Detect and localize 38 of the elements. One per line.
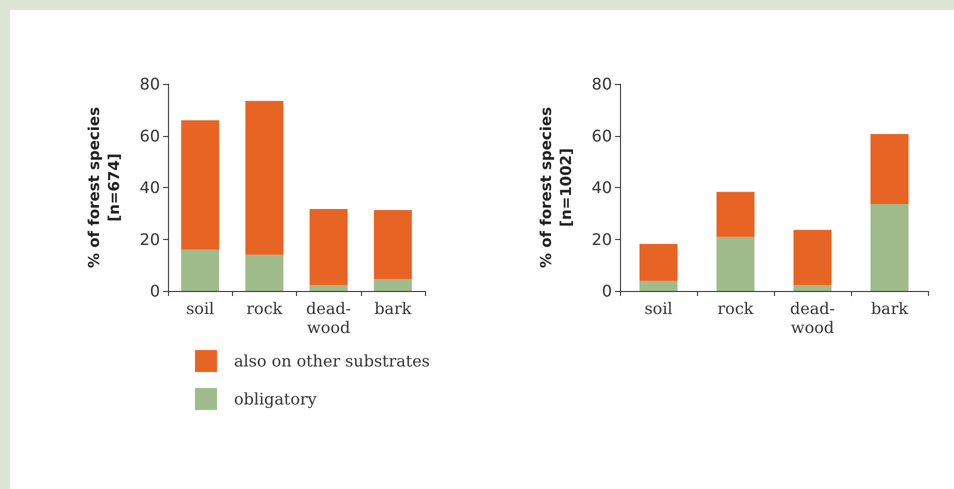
x-tick-label: soil [186,299,214,318]
y-axis-title: % of forest species [n=1002] [537,106,575,268]
y-tick-label: 0 [150,282,160,300]
bar [640,244,678,281]
x-tick-label: rock [718,299,754,318]
bar [245,100,284,255]
x-tick-label: bark [870,299,908,318]
legend-label: obligatory [234,390,317,408]
bar [181,250,220,291]
y-tick-label: 80 [140,74,160,94]
y-tick-label: 0 [602,282,612,300]
bar [716,192,754,237]
bar [374,210,412,280]
x-tick-label: dead- wood [790,299,835,337]
bar [374,279,412,291]
y-axis-title: % of forest species [n=674] [85,106,123,268]
bar [310,285,348,291]
bar [245,254,284,291]
bar [640,280,678,291]
bar [870,134,908,204]
y-tick-label: 20 [592,230,612,249]
y-tick-label: 80 [592,74,612,94]
y-tick-label: 40 [140,178,160,197]
bar [716,236,754,291]
bar [794,230,832,286]
bar [181,120,220,250]
x-tick-label: dead- wood [306,299,352,337]
x-tick-label: rock [246,299,283,318]
bar [870,204,908,291]
bar [794,285,832,291]
x-tick-label: soil [644,299,673,318]
x-tick-label: bark [374,299,412,318]
legend-label: also on other substrates [234,352,430,370]
y-tick-label: 20 [140,230,160,249]
bar [310,208,348,286]
y-tick-label: 40 [592,178,612,197]
y-tick-label: 60 [140,126,160,146]
y-tick-label: 60 [592,126,612,146]
